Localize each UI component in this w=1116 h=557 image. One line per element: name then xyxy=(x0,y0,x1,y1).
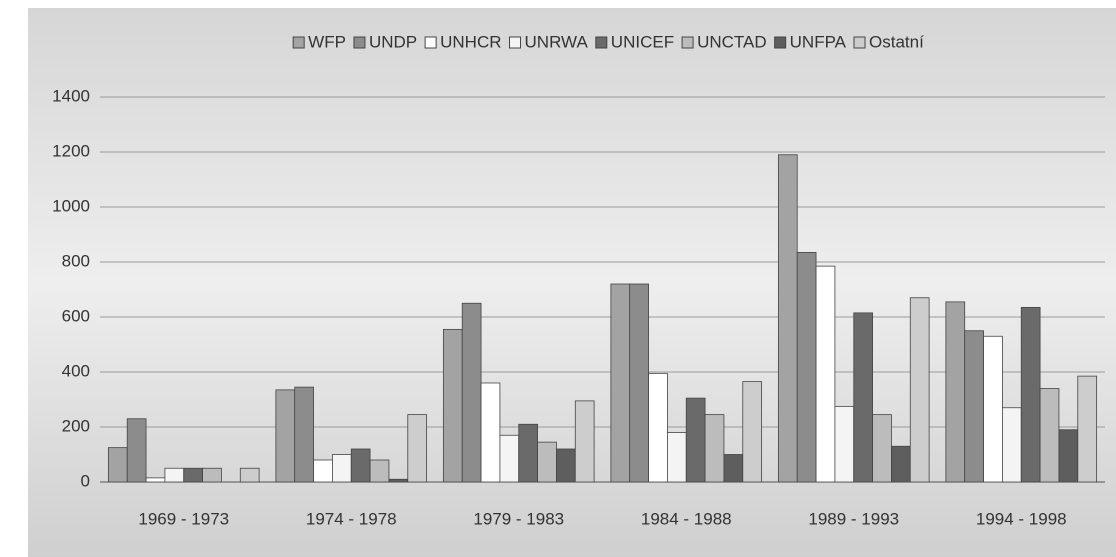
bar xyxy=(407,414,428,483)
bar xyxy=(872,414,892,483)
bar xyxy=(704,414,725,483)
bar xyxy=(202,467,222,483)
legend-swatch xyxy=(353,36,366,49)
y-tick-label: 1400 xyxy=(52,86,90,105)
legend-swatch xyxy=(681,36,694,49)
bar xyxy=(777,154,798,483)
bar xyxy=(499,434,520,483)
y-tick-label: 1200 xyxy=(52,141,90,160)
bar xyxy=(275,389,296,483)
bar xyxy=(164,467,185,483)
bar xyxy=(480,382,501,483)
bar xyxy=(667,432,687,483)
bar xyxy=(853,312,873,483)
bar xyxy=(574,400,595,483)
bar xyxy=(518,423,538,483)
legend-swatch xyxy=(292,36,305,49)
bar xyxy=(1039,388,1060,483)
bar xyxy=(294,386,314,483)
bar xyxy=(945,301,966,483)
x-tick-label: 1989 - 1993 xyxy=(808,509,899,528)
legend-swatch xyxy=(853,36,866,49)
legend: WFP UNDP UNHCR UNRWA UNICEF UNCTAD UNFPA Ostatn… xyxy=(292,32,924,51)
x-tick-label: 1974 - 1978 xyxy=(306,509,397,528)
bar xyxy=(388,478,409,483)
y-tick-label: 0 xyxy=(81,471,90,490)
bar xyxy=(610,283,631,483)
bar xyxy=(461,302,482,483)
bar xyxy=(556,448,576,483)
bar xyxy=(983,335,1003,483)
bar xyxy=(107,447,128,483)
bar xyxy=(126,418,147,483)
x-tick-label: 1994 - 1998 xyxy=(976,509,1067,528)
bar xyxy=(815,265,836,483)
bar xyxy=(1002,407,1022,483)
bar xyxy=(1020,306,1041,483)
x-tick-label: 1984 - 1988 xyxy=(641,509,732,528)
bar xyxy=(239,467,260,483)
bar xyxy=(183,467,203,483)
bar xyxy=(685,397,706,483)
bar xyxy=(964,330,984,483)
bar xyxy=(369,459,390,483)
x-tick-label: 1979 - 1983 xyxy=(473,509,564,528)
bar xyxy=(723,454,744,483)
y-tick-label: 400 xyxy=(62,361,90,380)
legend-label: UNICEF xyxy=(611,32,674,51)
bar xyxy=(145,477,166,483)
legend-label: UNRWA xyxy=(525,32,589,51)
bar xyxy=(648,372,668,483)
y-tick-label: 200 xyxy=(62,416,90,435)
y-tick-label: 600 xyxy=(62,306,90,325)
bar xyxy=(332,454,352,483)
legend-label: UNDP xyxy=(369,32,417,51)
bar xyxy=(629,283,649,483)
bar xyxy=(742,381,763,483)
bar xyxy=(537,441,557,483)
bar xyxy=(1058,429,1079,483)
y-tick-label: 800 xyxy=(62,251,90,270)
legend-label: UNFPA xyxy=(790,32,847,51)
y-tick-label: 1000 xyxy=(52,196,90,215)
legend-swatch xyxy=(774,36,787,49)
bar xyxy=(442,328,463,483)
legend-swatch xyxy=(424,36,437,49)
legend-label: Ostatní xyxy=(869,32,924,51)
bar xyxy=(313,459,333,483)
legend-label: WFP xyxy=(308,32,346,51)
legend-label: UNCTAD xyxy=(697,32,767,51)
bar xyxy=(834,405,855,483)
x-tick-label: 1969 - 1973 xyxy=(138,509,229,528)
bar xyxy=(796,251,817,483)
bar xyxy=(1077,375,1098,483)
bar xyxy=(909,297,930,483)
legend-swatch xyxy=(509,36,522,49)
bar xyxy=(350,448,371,483)
legend-label: UNHCR xyxy=(440,32,501,51)
legend-swatch xyxy=(595,36,608,49)
bar xyxy=(891,445,911,483)
